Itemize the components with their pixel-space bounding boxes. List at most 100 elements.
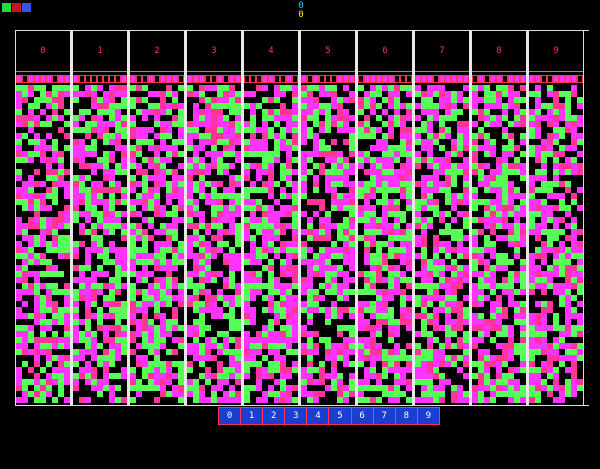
cell (439, 97, 445, 103)
cell (307, 247, 313, 253)
selector-digit-5[interactable]: 5 (329, 408, 352, 424)
cell (58, 121, 64, 127)
cell (211, 175, 217, 181)
cell (46, 253, 52, 259)
cell (178, 289, 184, 295)
cell (451, 283, 457, 289)
cell (91, 241, 97, 247)
cell (364, 205, 370, 211)
cell (217, 373, 223, 379)
cell (457, 175, 463, 181)
selector-digit-6[interactable]: 6 (352, 408, 374, 424)
cell (331, 217, 337, 223)
swatch-blue[interactable] (22, 3, 31, 12)
cell (193, 121, 199, 127)
cell (427, 163, 433, 169)
column-2[interactable]: 2 (130, 31, 187, 405)
cell (451, 367, 457, 373)
selector-digit-7[interactable]: 7 (374, 408, 396, 424)
column-3[interactable]: 3 (187, 31, 244, 405)
cell (205, 235, 211, 241)
selector-digit-1[interactable]: 1 (241, 408, 264, 424)
cell (349, 391, 355, 397)
cell (514, 331, 520, 337)
cell (571, 151, 577, 157)
selector-digit-0[interactable]: 0 (219, 408, 242, 424)
cell (142, 241, 148, 247)
cell (115, 97, 121, 103)
cell (79, 91, 85, 97)
cell (223, 385, 229, 391)
cell (73, 391, 79, 397)
column-9[interactable]: 9 (529, 31, 584, 405)
selector-digit-4[interactable]: 4 (307, 408, 330, 424)
selector-digit-3[interactable]: 3 (285, 408, 308, 424)
cell (382, 187, 388, 193)
cell (52, 391, 58, 397)
cell (178, 139, 184, 145)
cell (199, 217, 205, 223)
cell (205, 265, 211, 271)
cell (52, 271, 58, 277)
cell (187, 271, 193, 277)
cell (28, 247, 34, 253)
cell (478, 97, 484, 103)
cell (34, 253, 40, 259)
cell (286, 301, 292, 307)
cell (166, 295, 172, 301)
cell (502, 259, 508, 265)
cell (388, 85, 394, 91)
cell (217, 223, 223, 229)
cell (445, 151, 451, 157)
strip-block (535, 75, 541, 83)
selector-digit-8[interactable]: 8 (396, 408, 418, 424)
cell (28, 211, 34, 217)
cell (115, 247, 121, 253)
cell (514, 325, 520, 331)
column-1[interactable]: 1 (73, 31, 130, 405)
column-5[interactable]: 5 (301, 31, 358, 405)
cell (571, 397, 577, 403)
cell (439, 373, 445, 379)
column-8[interactable]: 8 (472, 31, 529, 405)
cell (502, 103, 508, 109)
cell (343, 223, 349, 229)
selector-digit-9[interactable]: 9 (425, 410, 432, 421)
cell (154, 223, 160, 229)
cell (313, 307, 319, 313)
cell (178, 295, 184, 301)
cell (91, 91, 97, 97)
cell (394, 373, 400, 379)
cell (439, 259, 445, 265)
cell (64, 157, 70, 163)
cell (427, 373, 433, 379)
swatch-green[interactable] (2, 3, 11, 12)
cell (433, 295, 439, 301)
column-4[interactable]: 4 (244, 31, 301, 405)
column-7[interactable]: 7 (415, 31, 472, 405)
strip-block (463, 75, 469, 83)
selector-digit-2[interactable]: 2 (263, 408, 286, 424)
cell (433, 361, 439, 367)
cell (268, 241, 274, 247)
cell (97, 343, 103, 349)
cell (433, 253, 439, 259)
cell (286, 157, 292, 163)
strip-block (91, 75, 97, 83)
cell (484, 199, 490, 205)
column-6[interactable]: 6 (358, 31, 415, 405)
cell (28, 355, 34, 361)
column-0[interactable]: 0 (16, 31, 73, 405)
cell (313, 97, 319, 103)
cell (514, 115, 520, 121)
cell (343, 283, 349, 289)
cell (457, 217, 463, 223)
cell (508, 271, 514, 277)
swatch-red[interactable] (12, 3, 21, 12)
cell (331, 313, 337, 319)
cell (325, 91, 331, 97)
cell (58, 295, 64, 301)
cell (400, 307, 406, 313)
cell (40, 313, 46, 319)
cell (268, 295, 274, 301)
